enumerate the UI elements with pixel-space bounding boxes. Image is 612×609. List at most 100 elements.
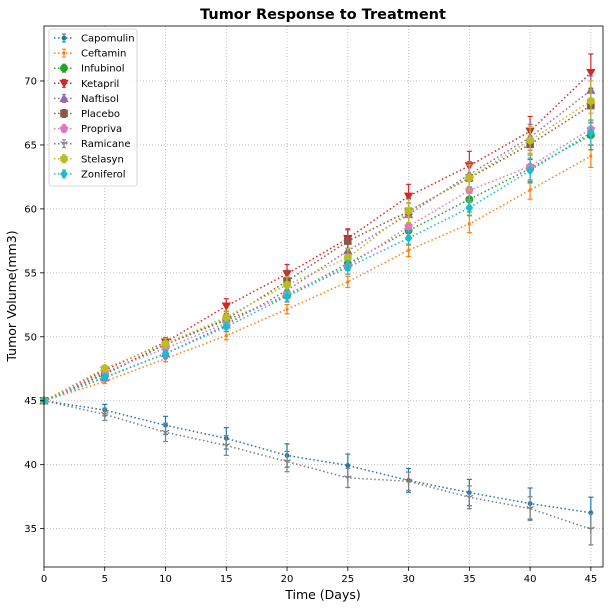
x-tick-label: 0 [41,574,47,585]
data-point-stelasyn [586,96,595,106]
marker-arm [165,429,170,433]
data-point-ceftamin [528,188,532,192]
legend-marker [61,35,67,41]
series-stelasyn [40,80,595,406]
legend-label: Ramicane [81,139,131,150]
marker-arm [347,475,352,479]
data-point-ramicane [526,505,534,513]
marker-arm [343,475,349,479]
data-point-ceftamin [407,248,410,252]
data-point-zoniferol [283,291,291,302]
legend-label: Naftisol [81,94,119,105]
x-tick-label: 10 [159,574,172,585]
x-tick-label: 20 [281,574,294,585]
data-point-ceftamin [224,334,228,338]
legend-marker [59,79,69,89]
series-layer [39,53,596,546]
x-tick-label: 25 [341,574,354,585]
marker-arm [529,505,534,510]
data-point-ceftamin [346,280,350,284]
plot-frame [43,25,604,568]
marker-arm [283,459,288,463]
series-line-ramicane [43,400,592,530]
marker-arm [225,442,231,447]
y-tick-label: 60 [24,204,37,215]
data-point-ceftamin [467,222,471,226]
data-point-ramicane [222,442,231,450]
y-tick-label: 40 [24,460,37,471]
marker-arm [161,429,166,433]
legend-label: Capomulin [81,34,135,45]
legend-entry-naftisol: Naftisol [54,93,119,105]
marker-arm [222,442,227,447]
data-point-ramicane [283,459,291,466]
axis-ticks: 0 5 10 15 20 25 30 35 40 45 35 40 45 50 55 60 65 70 [24,76,597,585]
data-point-placebo [344,237,352,245]
data-point-ramicane [100,411,109,419]
chart-title: Tumor Response to Treatment [200,7,446,23]
y-tick-label: 70 [24,76,37,87]
data-point-zoniferol [161,348,170,359]
data-point-ramicane [587,526,595,534]
marker-arm [60,141,65,145]
legend-label: Propriva [81,124,122,135]
data-point-zoniferol [404,233,413,244]
series-ramicane [40,398,595,546]
legend-marker [62,51,66,55]
data-point-stelasyn [222,312,231,322]
marker-arm [590,526,595,530]
series-line-capomulin [43,399,591,514]
legend-entry-capomulin: Capomulin [54,33,135,45]
legend-marker [60,109,68,118]
series-line-ceftamin [43,155,592,402]
legend-marker [60,141,68,148]
legend-marker [60,169,68,179]
marker-arm [469,494,474,498]
data-point-zoniferol [465,202,474,213]
series-line-ketapril [43,72,592,402]
legend-entry-infubinol: Infubinol [54,63,125,75]
y-tick-label: 65 [24,140,37,151]
data-point-stelasyn [526,135,534,145]
legend-entry-ketapril: Ketapril [54,78,119,90]
legend-marker [59,124,69,133]
data-point-stelasyn [283,280,291,290]
data-point-ceftamin [589,154,593,158]
legend-entry-ceftamin: Ceftamin [54,48,126,60]
y-tick-label: 45 [24,396,37,407]
legend-marker [60,64,69,73]
data-point-stelasyn [465,173,474,183]
data-point-zoniferol [526,165,535,176]
legend-entry-ramicane: Ramicane [54,139,131,150]
data-point-stelasyn [161,339,170,349]
data-point-zoniferol [222,321,231,332]
series-capomulin [41,398,594,529]
x-tick-label: 40 [524,574,537,585]
marker-arm [526,505,531,510]
y-axis-label: Tumor Volume(mm3) [4,230,19,362]
x-tick-label: 5 [102,574,108,585]
y-tick-label: 55 [24,268,37,279]
legend-label: Ketapril [81,79,119,90]
x-tick-label: 45 [584,574,597,585]
data-point-ketapril [586,68,596,78]
x-tick-label: 35 [463,574,476,585]
series-line-placebo [43,104,592,402]
x-axis-label: Time (Days) [284,587,361,602]
legend-marker [59,93,69,102]
y-tick-label: 35 [24,524,37,535]
legend-label: Placebo [81,109,120,120]
legend-label: Ceftamin [81,49,126,60]
legend-label: Stelasyn [81,154,124,165]
marker-arm [465,494,470,498]
data-point-zoniferol [100,372,109,382]
data-point-ramicane [465,494,474,502]
data-point-zoniferol [586,127,595,138]
data-point-stelasyn [404,206,413,216]
data-point-ramicane [343,475,352,482]
marker-arm [404,478,409,482]
series-line-propriva [43,128,592,402]
marker-arm [286,459,291,463]
marker-arm [587,526,592,530]
